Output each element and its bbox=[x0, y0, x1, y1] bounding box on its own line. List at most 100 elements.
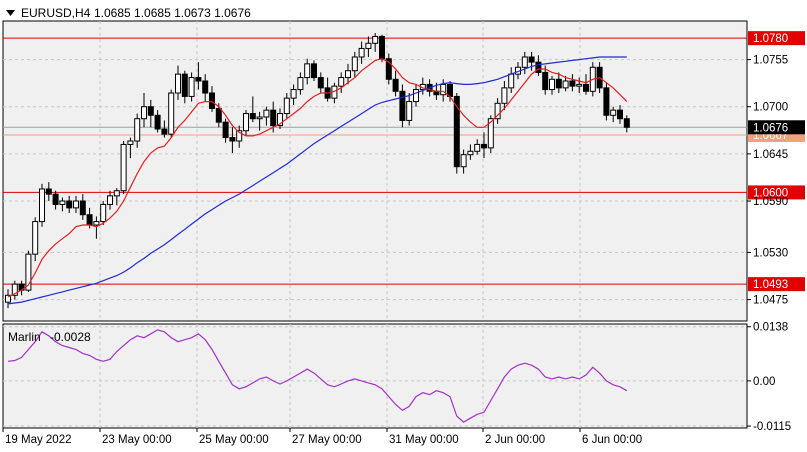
ohlc-values: 1.0685 1.0685 1.0673 1.0676 bbox=[94, 6, 251, 20]
ma-fast-line bbox=[7, 58, 628, 298]
time-tick-label: 25 May 00:00 bbox=[199, 434, 269, 446]
candle-body-bear bbox=[229, 137, 236, 142]
candle bbox=[385, 53, 392, 85]
candle-body-bull bbox=[256, 116, 263, 120]
candle bbox=[154, 110, 161, 133]
candle bbox=[379, 34, 385, 63]
candle-body-bull bbox=[59, 200, 66, 205]
marlin-series-line bbox=[7, 329, 628, 423]
candle-body-bear bbox=[603, 87, 610, 116]
time-tick-label: 2 Jun 00:00 bbox=[485, 434, 545, 446]
candle bbox=[474, 139, 481, 155]
candle bbox=[617, 105, 623, 124]
candle-body-bull bbox=[562, 80, 569, 89]
candle-body-bull bbox=[460, 154, 467, 168]
candle bbox=[583, 74, 589, 95]
candle bbox=[569, 74, 576, 92]
candle bbox=[147, 99, 154, 128]
symbol-label: EURUSD,H4 bbox=[21, 6, 91, 20]
level-price-label: 1.0493 bbox=[753, 279, 788, 291]
candle-body-bear bbox=[154, 114, 161, 130]
time-tick-label: 19 May 2022 bbox=[5, 434, 72, 446]
candle bbox=[372, 33, 379, 52]
candle-body-bear bbox=[45, 188, 52, 195]
candle-body-bull bbox=[25, 253, 32, 291]
candle-body-bull bbox=[283, 97, 290, 115]
candle-body-bull bbox=[120, 143, 127, 192]
indicator-axis: 0.0138 0.00 -0.0115 bbox=[747, 322, 791, 433]
candle-body-bear bbox=[617, 109, 623, 120]
candle-body-bull bbox=[93, 221, 100, 226]
candle bbox=[59, 197, 66, 212]
candle bbox=[494, 98, 501, 124]
candle bbox=[413, 84, 419, 107]
candle bbox=[528, 51, 535, 71]
indicator-value: -0.0028 bbox=[50, 330, 91, 344]
main-grid bbox=[3, 21, 747, 321]
candle-body-bull bbox=[304, 63, 311, 79]
candle bbox=[209, 86, 215, 112]
candle-body-bull bbox=[297, 77, 304, 91]
candle bbox=[467, 144, 474, 160]
candle-body-bear bbox=[317, 77, 324, 89]
candle bbox=[555, 72, 562, 93]
candle-body-bear bbox=[52, 193, 59, 205]
level-price-tag bbox=[748, 31, 805, 46]
moving-averages bbox=[7, 56, 628, 305]
time-tick-label: 23 May 00:00 bbox=[102, 434, 172, 446]
candle bbox=[5, 289, 11, 309]
candle bbox=[168, 89, 175, 138]
candle bbox=[113, 188, 120, 206]
candle bbox=[542, 65, 549, 95]
candle bbox=[304, 58, 311, 85]
candle bbox=[406, 93, 413, 126]
candle bbox=[202, 74, 209, 102]
indicator-tick-label: 0.00 bbox=[753, 376, 775, 388]
candle bbox=[610, 106, 617, 123]
candle bbox=[603, 82, 610, 121]
candle bbox=[297, 72, 304, 95]
candle bbox=[481, 132, 487, 159]
candle bbox=[256, 111, 263, 131]
candle-body-bull bbox=[141, 106, 147, 120]
candle-body-bear bbox=[209, 92, 215, 109]
candle bbox=[358, 41, 365, 64]
candle-body-bear bbox=[66, 200, 73, 209]
candle-body-bear bbox=[623, 118, 630, 128]
candle-body-bear bbox=[481, 143, 487, 149]
indicator-tick-label: -0.0115 bbox=[753, 421, 791, 433]
candle bbox=[73, 195, 79, 213]
candle-body-bear bbox=[535, 61, 542, 73]
candle bbox=[392, 70, 399, 97]
level-price-tag bbox=[748, 185, 805, 200]
candle-body-bull bbox=[11, 283, 18, 296]
candle-body-bull bbox=[549, 78, 555, 91]
price-axis: 1.0755 1.0700 1.0645 1.0590 1.0530 1.0475 bbox=[747, 55, 788, 307]
candle-body-bull bbox=[113, 190, 120, 197]
candle-body-bear bbox=[147, 106, 154, 116]
candle bbox=[549, 75, 555, 95]
level-price-label: 1.0780 bbox=[753, 33, 788, 45]
candle-body-bull bbox=[277, 113, 283, 127]
price-tick-label: 1.0475 bbox=[753, 295, 788, 307]
symbol-dropdown-icon[interactable] bbox=[6, 10, 15, 16]
candle-body-bull bbox=[467, 150, 474, 156]
candle bbox=[222, 118, 229, 143]
candle-body-bull bbox=[610, 109, 617, 116]
time-axis: 19 May 2022 23 May 00:00 25 May 00:00 27 Ma… bbox=[2, 428, 642, 446]
candle bbox=[120, 141, 127, 195]
candle-body-bull bbox=[290, 89, 297, 99]
candle-body-bull bbox=[107, 195, 113, 205]
candle bbox=[45, 182, 52, 201]
candle-body-bull bbox=[5, 294, 11, 303]
candle-body-bull bbox=[263, 109, 270, 118]
indicator-tick-label: 0.0138 bbox=[753, 322, 788, 334]
candle bbox=[161, 120, 168, 138]
candle-body-bull bbox=[521, 56, 528, 68]
candle-body-bear bbox=[555, 78, 562, 89]
candle bbox=[188, 72, 195, 102]
candle-body-bull bbox=[351, 56, 358, 72]
candle bbox=[623, 115, 630, 133]
candle bbox=[338, 72, 345, 93]
